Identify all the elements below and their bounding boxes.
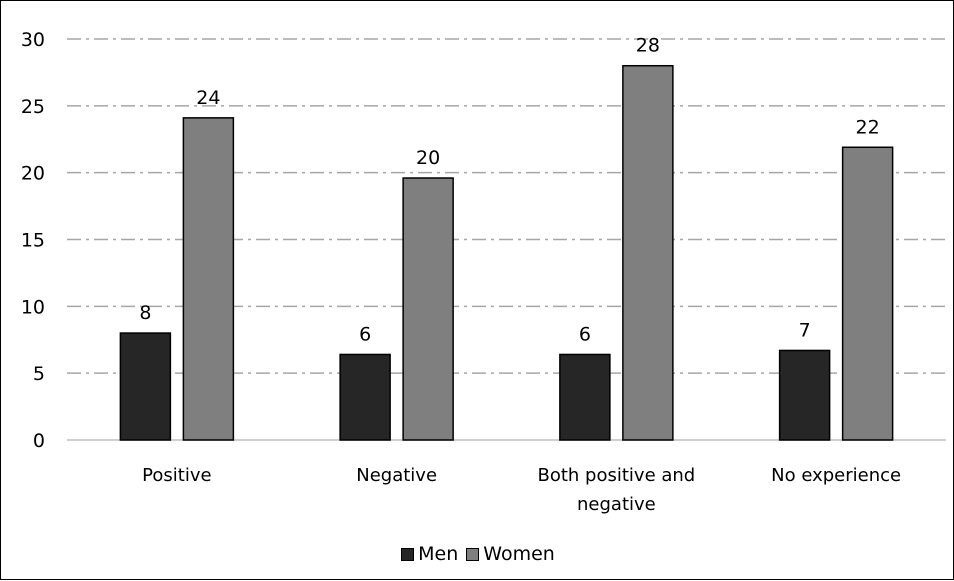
bar-women: [841, 146, 894, 441]
y-tick-label: 30: [21, 29, 45, 51]
data-label-men: 8: [139, 302, 151, 324]
legend-item-women: Women: [466, 543, 555, 565]
data-label-women: 24: [196, 87, 220, 109]
y-tick-label: 25: [21, 96, 45, 118]
legend-label-men: Men: [418, 543, 459, 565]
category-label: Both positive and: [538, 465, 696, 486]
legend-label-women: Women: [483, 543, 555, 565]
category-label: No experience: [771, 465, 901, 486]
bar-men: [778, 349, 831, 441]
bar-women: [402, 177, 454, 441]
category-label: Positive: [142, 465, 211, 486]
data-label-women: 28: [636, 35, 660, 57]
bar-women: [622, 64, 674, 441]
legend-swatch-men: [401, 547, 415, 561]
bars: [119, 64, 894, 441]
data-label-women: 20: [416, 147, 440, 169]
y-tick-label: 0: [33, 430, 45, 452]
y-tick-label: 20: [21, 163, 45, 185]
bar-men: [559, 353, 611, 441]
category-label: Negative: [356, 465, 437, 486]
category-label: negative: [577, 494, 656, 515]
y-tick-label: 5: [33, 363, 45, 385]
data-label-men: 7: [799, 319, 811, 341]
data-label-men: 6: [579, 323, 591, 345]
bar-men: [119, 332, 172, 441]
bar-men: [339, 353, 391, 441]
data-label-men: 6: [359, 323, 371, 345]
y-tick-label: 15: [21, 230, 45, 252]
labels: 0 5 10 15 20 25 30 8 24 Positive 6 20 Negative 6 28 Bot…: [21, 29, 901, 515]
y-tick-label: 10: [21, 296, 45, 318]
legend-item-men: Men: [401, 543, 458, 565]
legend-swatch-women: [466, 547, 480, 561]
data-label-women: 22: [856, 116, 880, 138]
bar-women: [182, 117, 235, 441]
legend: Men Women: [1, 542, 954, 566]
